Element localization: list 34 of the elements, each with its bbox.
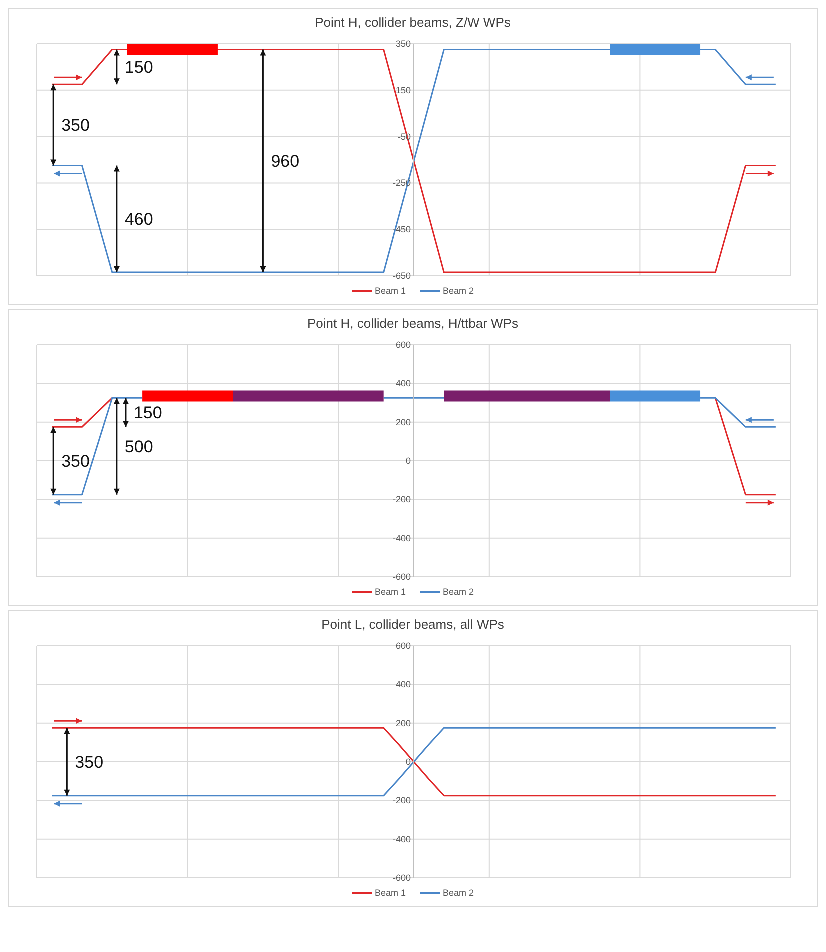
annotation: 500 [124,438,154,456]
legend-label: Beam 1 [374,888,406,898]
legend-label: Beam 2 [443,286,474,296]
annotation: 150 [134,404,162,423]
annotation: 460 [124,210,154,230]
y-tick-label: 200 [396,417,411,428]
y-tick-label: -600 [392,572,411,582]
y-tick-label: 150 [396,85,411,96]
chart-title: Point H, collider beams, H/ttbar WPs [306,316,520,331]
annotation: 960 [271,152,300,172]
y-tick-label: -650 [392,271,411,281]
legend-label: Beam 1 [374,587,406,597]
annotation: 150 [124,58,154,78]
y-tick-label: -200 [392,796,411,806]
annotation: 350 [62,116,90,136]
y-tick-label: 600 [396,340,411,350]
y-tick-label: 0 [406,757,411,767]
legend-label: Beam 2 [443,587,474,597]
annotation: 350 [62,452,90,471]
y-tick-label: 600 [396,641,411,651]
y-tick-label: 350 [396,39,411,49]
y-tick-label: -600 [392,873,411,883]
y-tick-label: -400 [392,533,411,544]
y-tick-label: -200 [392,494,411,505]
legend-label: Beam 1 [374,286,406,296]
y-tick-label: 200 [396,718,411,728]
annotation: 350 [75,753,104,772]
chart-title: Point L, collider beams, all WPs [320,617,506,632]
y-tick-label: 400 [396,378,411,389]
y-tick-label: 400 [396,680,411,690]
y-tick-label: 0 [406,456,411,466]
y-tick-label: -400 [392,834,411,844]
chart-title: Point H, collider beams, Z/W WPs [314,15,512,30]
legend-label: Beam 2 [443,888,474,898]
